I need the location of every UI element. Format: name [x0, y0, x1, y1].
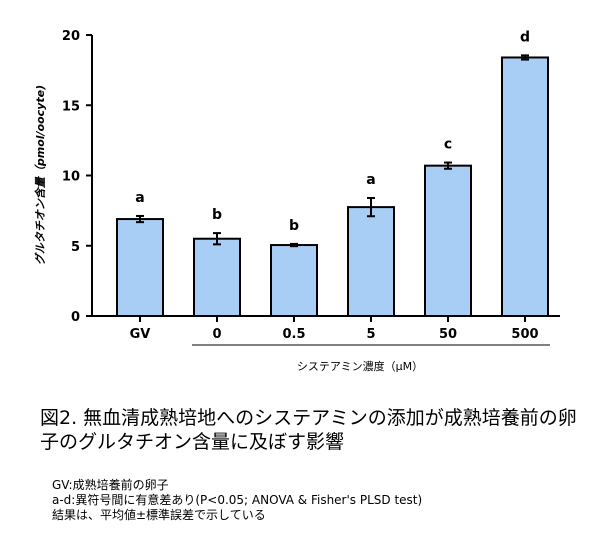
significance-letter: b: [212, 207, 222, 223]
figure-notes: GV:成熟培養前の卵子 a-d:異符号間に有意差あり(P<0.05; ANOVA…: [52, 478, 592, 523]
bar: [424, 164, 472, 317]
significance-letter: c: [444, 137, 452, 153]
significance-letter: b: [289, 218, 299, 234]
y-tick-label: 10: [62, 170, 80, 185]
x-tick-label: 0.5: [282, 327, 305, 342]
y-axis: 0 5 10 15 20: [62, 29, 93, 325]
bar: [347, 206, 395, 317]
x-tick-label: 500: [511, 327, 538, 342]
y-tick-label: 5: [71, 240, 80, 255]
x-tick-label: 50: [439, 327, 457, 342]
bar-chart: 0 5 10 15 20 a b b a c d GV 0 0.5 5 50 500 グルタチオン含量（pm…: [34, 29, 560, 373]
y-axis-label: グルタチオン含量（pmol/oocyte): [34, 85, 47, 265]
significance-letter: d: [520, 29, 530, 45]
significance-letter: a: [135, 190, 144, 206]
x-axis-label: システアミン濃度（μM）: [297, 359, 423, 373]
figure-caption: 図2. 無血清成熟培地へのシステアミンの添加が成熟培養前の卵子のグルタチオン含量…: [40, 407, 577, 453]
bar: [116, 218, 164, 317]
x-tick-label: GV: [130, 327, 151, 342]
x-axis: GV 0 0.5 5 50 500: [92, 315, 560, 346]
significance-letter: a: [366, 172, 375, 188]
bar: [501, 56, 549, 317]
bar: [270, 244, 318, 317]
note-significance: a-d:異符号間に有意差あり(P<0.05; ANOVA & Fisher's …: [52, 493, 423, 507]
x-tick-label: 0: [212, 327, 221, 342]
y-tick-label: 15: [62, 99, 80, 114]
note-mean-se: 結果は、平均値±標準誤差で示している: [52, 508, 266, 522]
note-gv: GV:成熟培養前の卵子: [52, 478, 169, 492]
bar: [193, 237, 241, 318]
y-tick-label: 20: [62, 29, 80, 44]
bars: a b b a c d: [116, 29, 549, 318]
x-tick-label: 5: [366, 327, 375, 342]
y-tick-label: 0: [71, 310, 80, 325]
